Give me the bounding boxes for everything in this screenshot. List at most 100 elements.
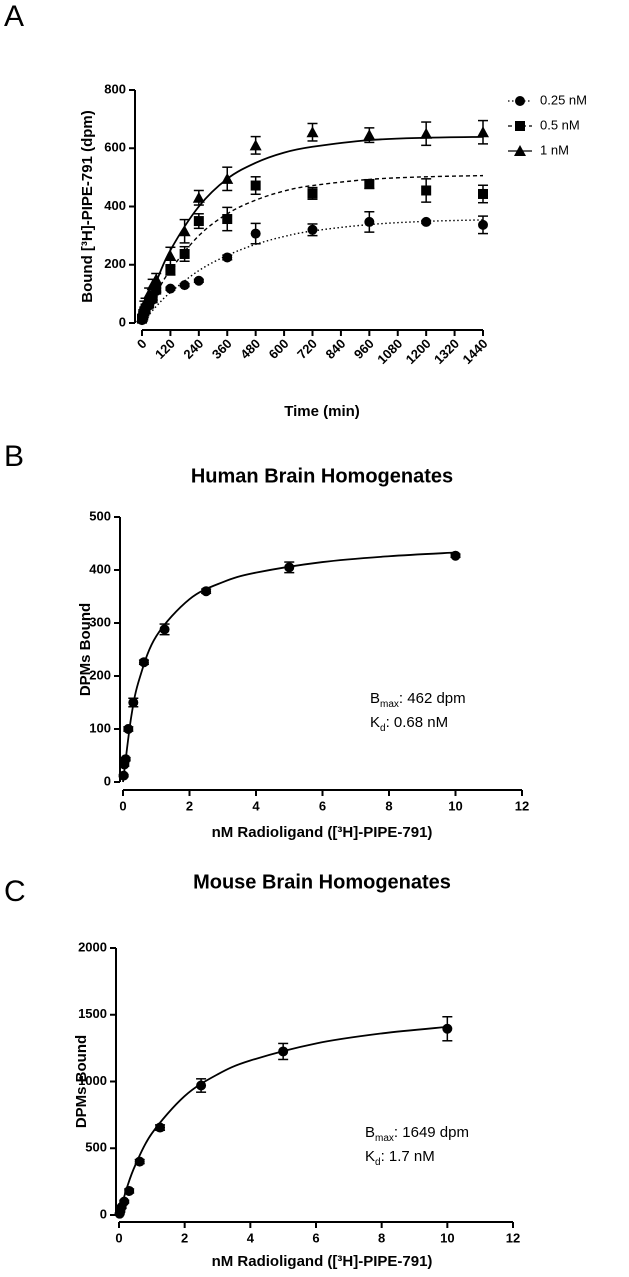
marker-circle bbox=[179, 280, 190, 291]
y-tick-label: 400 bbox=[104, 198, 126, 213]
annotation-symbol: B bbox=[370, 690, 380, 707]
marker-triangle bbox=[306, 126, 319, 138]
marker-triangle bbox=[139, 296, 152, 308]
annotation-value: : 0.68 nM bbox=[386, 714, 449, 731]
marker-circle bbox=[124, 1185, 135, 1196]
x-tick-label: 8 bbox=[378, 1230, 385, 1245]
marker-circle bbox=[155, 1122, 166, 1133]
marker-square bbox=[421, 185, 432, 196]
marker-circle bbox=[284, 562, 295, 573]
annotation: Kd: 1.7 nM bbox=[365, 1148, 435, 1168]
fit-curve bbox=[141, 174, 484, 324]
y-tick-label: 200 bbox=[89, 667, 111, 682]
y-tick-label: 500 bbox=[85, 1140, 107, 1155]
x-tick-label: 2 bbox=[186, 798, 193, 813]
y-tick-label: 500 bbox=[89, 508, 111, 523]
marker-triangle bbox=[150, 273, 163, 285]
x-tick-label: 0 bbox=[134, 336, 150, 352]
marker-circle bbox=[222, 252, 233, 263]
y-tick-label: 800 bbox=[104, 81, 126, 96]
annotation: Bmax: 462 dpm bbox=[370, 690, 466, 710]
annotation-value: : 1649 dpm bbox=[394, 1124, 469, 1141]
x-tick-label: 10 bbox=[448, 798, 462, 813]
x-tick-label: 10 bbox=[440, 1230, 454, 1245]
annotation-subscript: max bbox=[380, 699, 399, 710]
marker-circle bbox=[450, 550, 461, 561]
x-tick-label: 4 bbox=[247, 1230, 255, 1245]
annotation: Bmax: 1649 dpm bbox=[365, 1124, 469, 1144]
x-tick-label: 8 bbox=[385, 798, 392, 813]
marker-square bbox=[364, 179, 375, 190]
x-tick-label: 120 bbox=[152, 336, 178, 362]
annotation-subscript: max bbox=[375, 1133, 394, 1144]
marker-triangle bbox=[420, 127, 433, 139]
marker-circle bbox=[250, 228, 261, 239]
marker-square bbox=[515, 121, 525, 131]
chart-title: Mouse Brain Homogenates bbox=[193, 871, 451, 893]
y-tick-label: 100 bbox=[89, 720, 111, 735]
marker-triangle bbox=[477, 126, 489, 138]
y-axis-label: Bound [³H]-PIPE-791 (dpm) bbox=[79, 110, 96, 303]
fit-curve bbox=[118, 1026, 448, 1216]
x-tick-label: 6 bbox=[312, 1230, 319, 1245]
annotation-symbol: B bbox=[365, 1124, 375, 1141]
marker-square bbox=[179, 248, 190, 259]
x-tick-label: 720 bbox=[294, 336, 320, 362]
marker-triangle bbox=[221, 172, 234, 184]
marker-square bbox=[250, 180, 261, 191]
y-tick-label: 1500 bbox=[78, 1006, 107, 1021]
y-tick-label: 1000 bbox=[78, 1073, 107, 1088]
marker-circle bbox=[119, 1196, 130, 1207]
annotation-symbol: K bbox=[370, 714, 380, 731]
marker-triangle bbox=[143, 287, 156, 299]
y-axis-label: DPMs Bound bbox=[73, 1035, 90, 1128]
x-tick-label: 480 bbox=[237, 336, 263, 362]
x-axis-label: nM Radioligand ([³H]-PIPE-791) bbox=[212, 1253, 433, 1270]
marker-circle bbox=[442, 1023, 453, 1034]
annotation-subscript: d bbox=[375, 1157, 381, 1168]
x-tick-label: 6 bbox=[319, 798, 326, 813]
panel-label: C bbox=[4, 875, 26, 908]
marker-circle bbox=[478, 219, 488, 230]
x-tick-label: 240 bbox=[180, 336, 206, 362]
x-tick-label: 1080 bbox=[374, 336, 405, 367]
x-tick-label: 1320 bbox=[431, 336, 462, 367]
marker-triangle bbox=[249, 139, 262, 151]
legend-label: 0.5 nM bbox=[540, 117, 580, 132]
x-axis-label: Time (min) bbox=[284, 403, 360, 420]
marker-circle bbox=[278, 1046, 289, 1057]
marker-circle bbox=[138, 657, 149, 668]
marker-circle bbox=[421, 216, 432, 227]
x-tick-label: 12 bbox=[515, 798, 529, 813]
x-tick-label: 600 bbox=[266, 336, 292, 362]
annotation: Kd: 0.68 nM bbox=[370, 714, 448, 734]
marker-circle bbox=[196, 1080, 207, 1091]
chart-panel: C Mouse Brain Homogenates 0 500 1000 1500 2000… bbox=[4, 871, 520, 1270]
marker-square bbox=[307, 188, 318, 199]
x-tick-label: 4 bbox=[252, 798, 260, 813]
y-tick-label: 2000 bbox=[78, 939, 107, 954]
marker-circle bbox=[201, 586, 212, 597]
y-tick-label: 300 bbox=[89, 614, 111, 629]
x-tick-label: 1200 bbox=[403, 336, 434, 367]
marker-square bbox=[165, 265, 176, 276]
x-tick-label: 12 bbox=[506, 1230, 520, 1245]
marker-square bbox=[222, 214, 233, 225]
annotation-value: : 1.7 nM bbox=[381, 1148, 435, 1165]
marker-circle bbox=[515, 96, 525, 106]
marker-circle bbox=[159, 624, 170, 635]
panel-label: A bbox=[4, 0, 24, 33]
y-tick-label: 400 bbox=[89, 561, 111, 576]
x-tick-label: 0 bbox=[115, 1230, 122, 1245]
annotation-subscript: d bbox=[380, 723, 386, 734]
y-tick-label: 0 bbox=[104, 773, 111, 788]
x-tick-label: 1440 bbox=[459, 336, 490, 367]
marker-circle bbox=[165, 283, 176, 294]
fit-curve bbox=[122, 551, 456, 783]
y-tick-label: 0 bbox=[100, 1206, 107, 1221]
y-tick-label: 600 bbox=[104, 140, 126, 155]
legend-label: 0.25 nM bbox=[540, 92, 587, 107]
